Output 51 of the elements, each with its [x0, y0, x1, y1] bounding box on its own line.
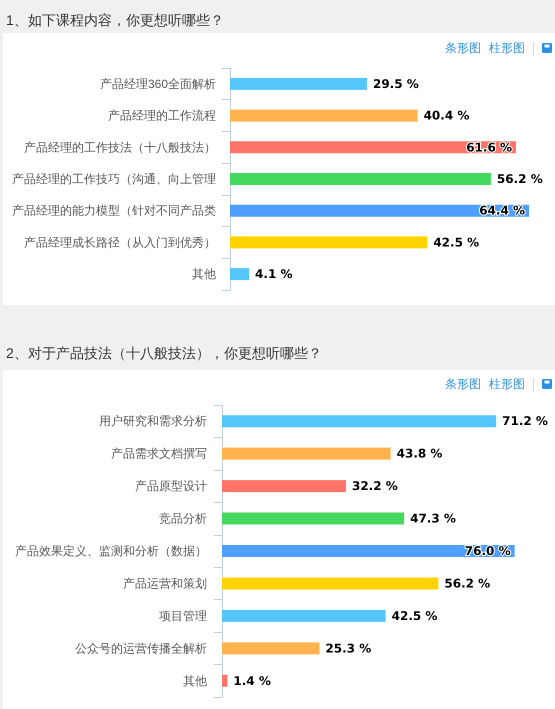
- data-label: 71.2 %: [502, 414, 548, 428]
- y-tick-label: 产品经理成长路径（从入门到优秀）: [24, 235, 216, 250]
- y-tick-label: 其他: [183, 674, 207, 688]
- bar: [222, 642, 320, 654]
- bar: [222, 610, 386, 622]
- data-label: 29.5 %: [372, 76, 419, 91]
- data-label: 1.4 %: [233, 674, 271, 688]
- bar: [230, 173, 491, 185]
- y-tick-label: 竞品分析: [159, 512, 207, 526]
- bar: [222, 577, 438, 590]
- data-label: 43.8 %: [396, 446, 442, 461]
- data-label: 4.1 %: [255, 267, 293, 282]
- bar: [222, 512, 404, 525]
- data-label: 64.4 %: [479, 204, 525, 218]
- data-label: 56.2 %: [444, 576, 490, 590]
- data-label: 42.5 %: [392, 608, 438, 623]
- y-tick-label: 其他: [192, 267, 216, 282]
- data-label: 76.0 %: [464, 544, 511, 558]
- y-tick-label: 用户研究和需求分析: [99, 414, 207, 428]
- bar: [222, 415, 496, 428]
- text: 条形图: [445, 40, 481, 56]
- text: 柱形图: [489, 40, 525, 56]
- text: 柱形图: [489, 376, 525, 392]
- y-tick-label: 产品效果定义、监测和分析（数据）: [15, 544, 207, 558]
- data-label: 25.3 %: [325, 641, 372, 656]
- data-label: 56.2 %: [496, 172, 543, 186]
- data-label: 40.4 %: [424, 108, 470, 123]
- y-tick-label: 产品经理的工作流程: [108, 108, 216, 123]
- data-label: 32.2 %: [352, 479, 398, 494]
- data-label: 42.5 %: [433, 235, 480, 250]
- bar: [222, 674, 228, 687]
- y-tick-label: 产品原型设计: [135, 479, 207, 494]
- text: 1、如下课程内容，你更想听哪些？: [6, 11, 224, 30]
- y-tick-label: 产品运营和策划: [123, 576, 207, 590]
- y-tick-label: 项目管理: [159, 608, 207, 623]
- y-tick-label: 产品经理的工作技巧（沟通、向上管理: [12, 172, 216, 186]
- y-tick-label: 公众号的运营传播全解析: [75, 641, 207, 656]
- bar: [222, 448, 391, 460]
- bar: [222, 480, 346, 492]
- bar: [230, 268, 250, 280]
- y-tick-label: 产品经理360全面解析: [100, 76, 216, 91]
- chart-title: 2、对于产品技法（十八般技法），你更想听哪些？: [6, 344, 322, 363]
- y-tick-label: 产品需求文档撰写: [111, 446, 207, 461]
- bar: [230, 236, 428, 248]
- bar: [230, 110, 418, 122]
- data-label: 47.3 %: [410, 512, 456, 526]
- bar: [230, 78, 367, 90]
- text: 条形图: [445, 376, 481, 392]
- y-tick-label: 产品经理的能力模型（针对不同产品类: [12, 204, 216, 218]
- data-label: 61.6 %: [466, 140, 512, 154]
- y-tick-label: 产品经理的工作技法（十八般技法）: [24, 140, 216, 154]
